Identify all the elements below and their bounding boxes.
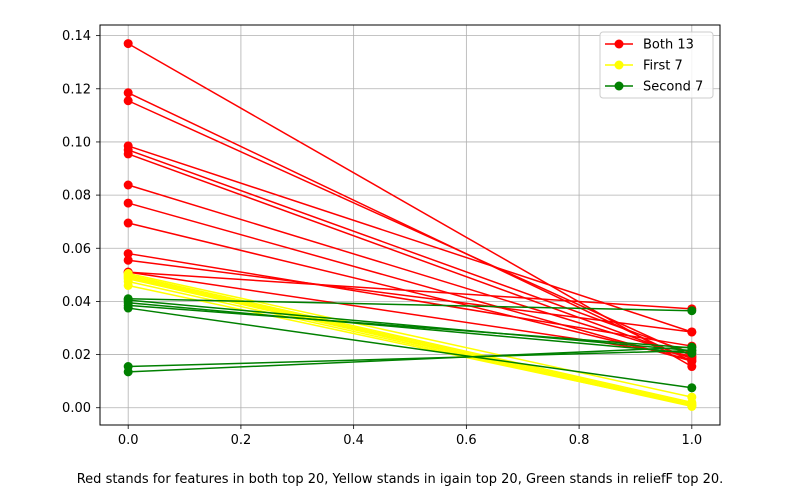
y-tick-label: 0.00: [62, 401, 91, 416]
series-segment: [128, 298, 692, 312]
series-line-24: [123, 303, 697, 393]
series-segment: [128, 252, 692, 347]
legend-label: Second 7: [643, 80, 703, 95]
legend-marker: [614, 39, 624, 49]
series-segment: [128, 349, 692, 368]
series-segment: [128, 271, 692, 310]
series-segment: [127, 153, 693, 360]
series-segment: [128, 304, 692, 349]
data-point: [123, 280, 133, 290]
series-segment: [128, 275, 692, 405]
series-line-26: [123, 346, 697, 372]
series-line-3: [123, 96, 697, 361]
series-segment: [128, 276, 692, 406]
plot-frame: [99, 24, 721, 426]
series-line-12: [123, 267, 697, 314]
series-segment: [128, 307, 692, 389]
y-tick-label: 0.10: [62, 135, 91, 150]
series-segment: [127, 184, 693, 358]
data-point: [123, 255, 133, 265]
x-tick-label: 0.8: [569, 433, 590, 448]
series-segment: [127, 100, 693, 357]
series-segment: [127, 145, 693, 333]
data-point: [123, 39, 133, 49]
series-segment: [128, 274, 692, 404]
y-tick-label: 0.08: [62, 189, 91, 204]
y-tick-label: 0.14: [62, 29, 91, 44]
series-segment: [128, 278, 692, 407]
legend: Both 13 First 7 Second 7: [599, 31, 714, 99]
legend-item-second-7: Second 7: [605, 80, 703, 95]
data-point: [123, 149, 133, 159]
legend-box: [599, 31, 714, 99]
series-segment: [128, 299, 692, 352]
y-tick-label: 0.02: [62, 348, 91, 363]
series-line-27: [123, 342, 697, 377]
series-segment: [128, 222, 692, 361]
data-point: [123, 218, 133, 228]
legend-label: Both 13: [643, 38, 694, 53]
series-line-20: [123, 280, 697, 411]
x-tick-label: 0.6: [456, 433, 477, 448]
x-tick-label: 1.0: [681, 433, 702, 448]
series-segment: [128, 301, 692, 354]
data-point: [687, 342, 697, 352]
figure-caption: Red stands for features in both top 20, …: [76, 472, 724, 487]
data-point: [123, 88, 133, 98]
series-segment: [128, 284, 692, 407]
data-point: [687, 306, 697, 316]
legend-item-both-13: Both 13: [605, 38, 694, 53]
series-line-11: [123, 255, 697, 337]
data-point: [687, 327, 697, 337]
series-line-14: [123, 269, 697, 402]
x-tick-label: 0.2: [231, 433, 252, 448]
y-tick-label: 0.06: [62, 242, 91, 257]
axes: 0.0 0.2 0.4 0.6 0.8 1.0 0.00 0.02 0.04 0.06 0.08 0.…: [62, 24, 721, 448]
series-line-6: [123, 149, 697, 364]
series-segment: [127, 149, 693, 354]
legend-marker: [614, 60, 624, 70]
data-point: [123, 303, 133, 313]
series-segment: [127, 92, 693, 362]
data-point: [123, 198, 133, 208]
x-tick-label: 0.0: [118, 433, 139, 448]
data-point: [123, 295, 133, 305]
data-point: [123, 249, 133, 259]
legend-label: First 7: [643, 59, 683, 74]
y-tick-label: 0.12: [62, 82, 91, 97]
y-tick-label: 0.04: [62, 295, 91, 310]
series-segment: [127, 202, 693, 362]
legend-item-first-7: First 7: [605, 59, 683, 74]
series-segment: [128, 259, 692, 333]
series-lines: [123, 39, 697, 411]
series-segment: [128, 272, 692, 398]
data-point: [687, 383, 697, 393]
series-segment: [128, 346, 692, 373]
data-point: [123, 367, 133, 377]
data-point: [123, 96, 133, 106]
legend-marker: [614, 81, 624, 91]
data-point: [687, 401, 697, 411]
x-tick-label: 0.4: [343, 433, 364, 448]
data-point: [123, 180, 133, 190]
